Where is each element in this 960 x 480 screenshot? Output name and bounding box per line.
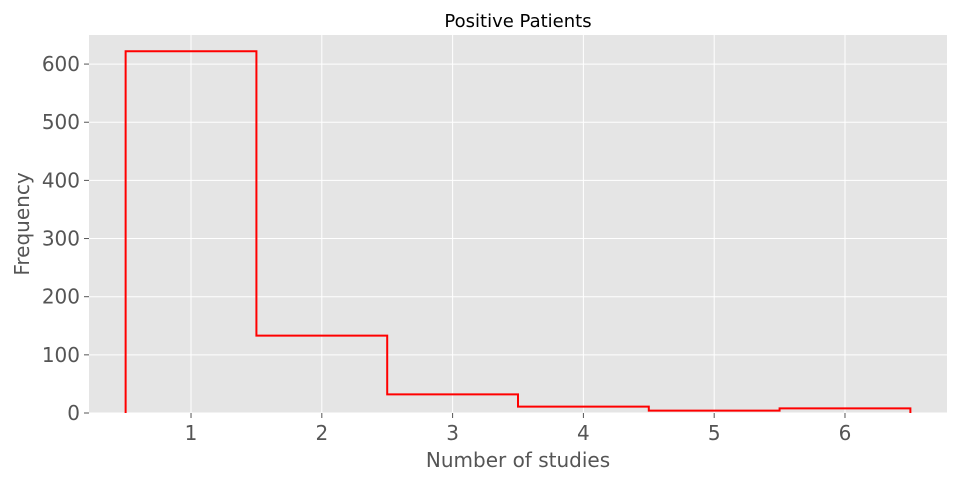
x-tick-label: 4 [577,421,590,445]
axis-ticks: 1 2 3 4 5 6 0 100 200 300 400 500 600 [42,52,852,445]
x-tick-label: 5 [708,421,721,445]
x-axis-label: Number of studies [426,448,610,472]
y-tick-label: 0 [67,401,80,425]
y-tick-label: 200 [42,285,80,309]
chart-title: Positive Patients [444,11,591,32]
histogram-step-line [124,50,912,413]
y-tick-label: 300 [42,227,80,251]
plot-area [89,35,947,413]
y-tick-label: 400 [42,168,80,192]
y-tick-label: 600 [42,52,80,76]
grid-lines [89,35,947,414]
x-tick-label: 3 [446,421,459,445]
x-tick-label: 2 [315,421,328,445]
y-tick-label: 100 [42,343,80,367]
x-tick-label: 1 [185,421,198,445]
y-axis-label: Frequency [10,172,34,275]
y-tick-label: 500 [42,110,80,134]
x-tick-label: 6 [839,421,852,445]
